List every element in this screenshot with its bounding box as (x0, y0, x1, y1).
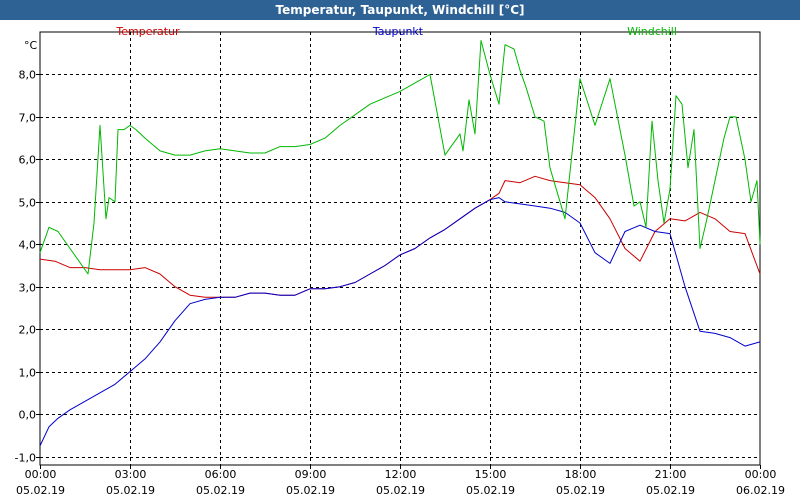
x-tick-time-label: 18:00 (565, 468, 597, 481)
series-line-taupunkt (39, 197, 761, 447)
y-axis-label: °C (24, 39, 38, 52)
legend-taupunkt: Taupunkt (372, 25, 424, 38)
legend-windchill: Windchill (627, 25, 677, 38)
y-tick-label: 0,0 (19, 409, 37, 422)
y-tick-label: 7,0 (19, 112, 37, 125)
y-tick-label: 6,0 (19, 154, 37, 167)
x-tick-time-label: 03:00 (115, 468, 147, 481)
y-tick-label: 1,0 (19, 367, 37, 380)
x-tick-date-label: 05.02.19 (196, 484, 245, 497)
y-tick-label: 5,0 (19, 197, 37, 210)
y-tick-label: 2,0 (19, 324, 37, 337)
x-tick-date-label: 06.02.19 (736, 484, 785, 497)
window-title: Temperatur, Taupunkt, Windchill [°C] (0, 0, 800, 20)
x-tick-date-label: 05.02.19 (106, 484, 155, 497)
legend-temperatur: Temperatur (115, 25, 180, 38)
x-tick-time-label: 00:00 (25, 468, 57, 481)
x-tick-date-label: 05.02.19 (646, 484, 695, 497)
x-tick-time-label: 12:00 (385, 468, 417, 481)
x-tick-time-label: 09:00 (295, 468, 327, 481)
x-tick-time-label: 00:00 (745, 468, 777, 481)
y-tick-label: 3,0 (19, 282, 37, 295)
y-tick-label: 8,0 (19, 69, 37, 82)
x-tick-date-label: 05.02.19 (556, 484, 605, 497)
x-tick-date-label: 05.02.19 (466, 484, 515, 497)
y-tick-label: -1,0 (15, 452, 36, 465)
series-line-windchill (39, 40, 761, 275)
x-tick-date-label: 05.02.19 (376, 484, 425, 497)
x-tick-time-label: 15:00 (475, 468, 507, 481)
y-tick-label: 4,0 (19, 239, 37, 252)
x-tick-date-label: 05.02.19 (16, 484, 65, 497)
x-tick-time-label: 21:00 (655, 468, 687, 481)
x-tick-date-label: 05.02.19 (286, 484, 335, 497)
x-tick-time-label: 06:00 (205, 468, 237, 481)
